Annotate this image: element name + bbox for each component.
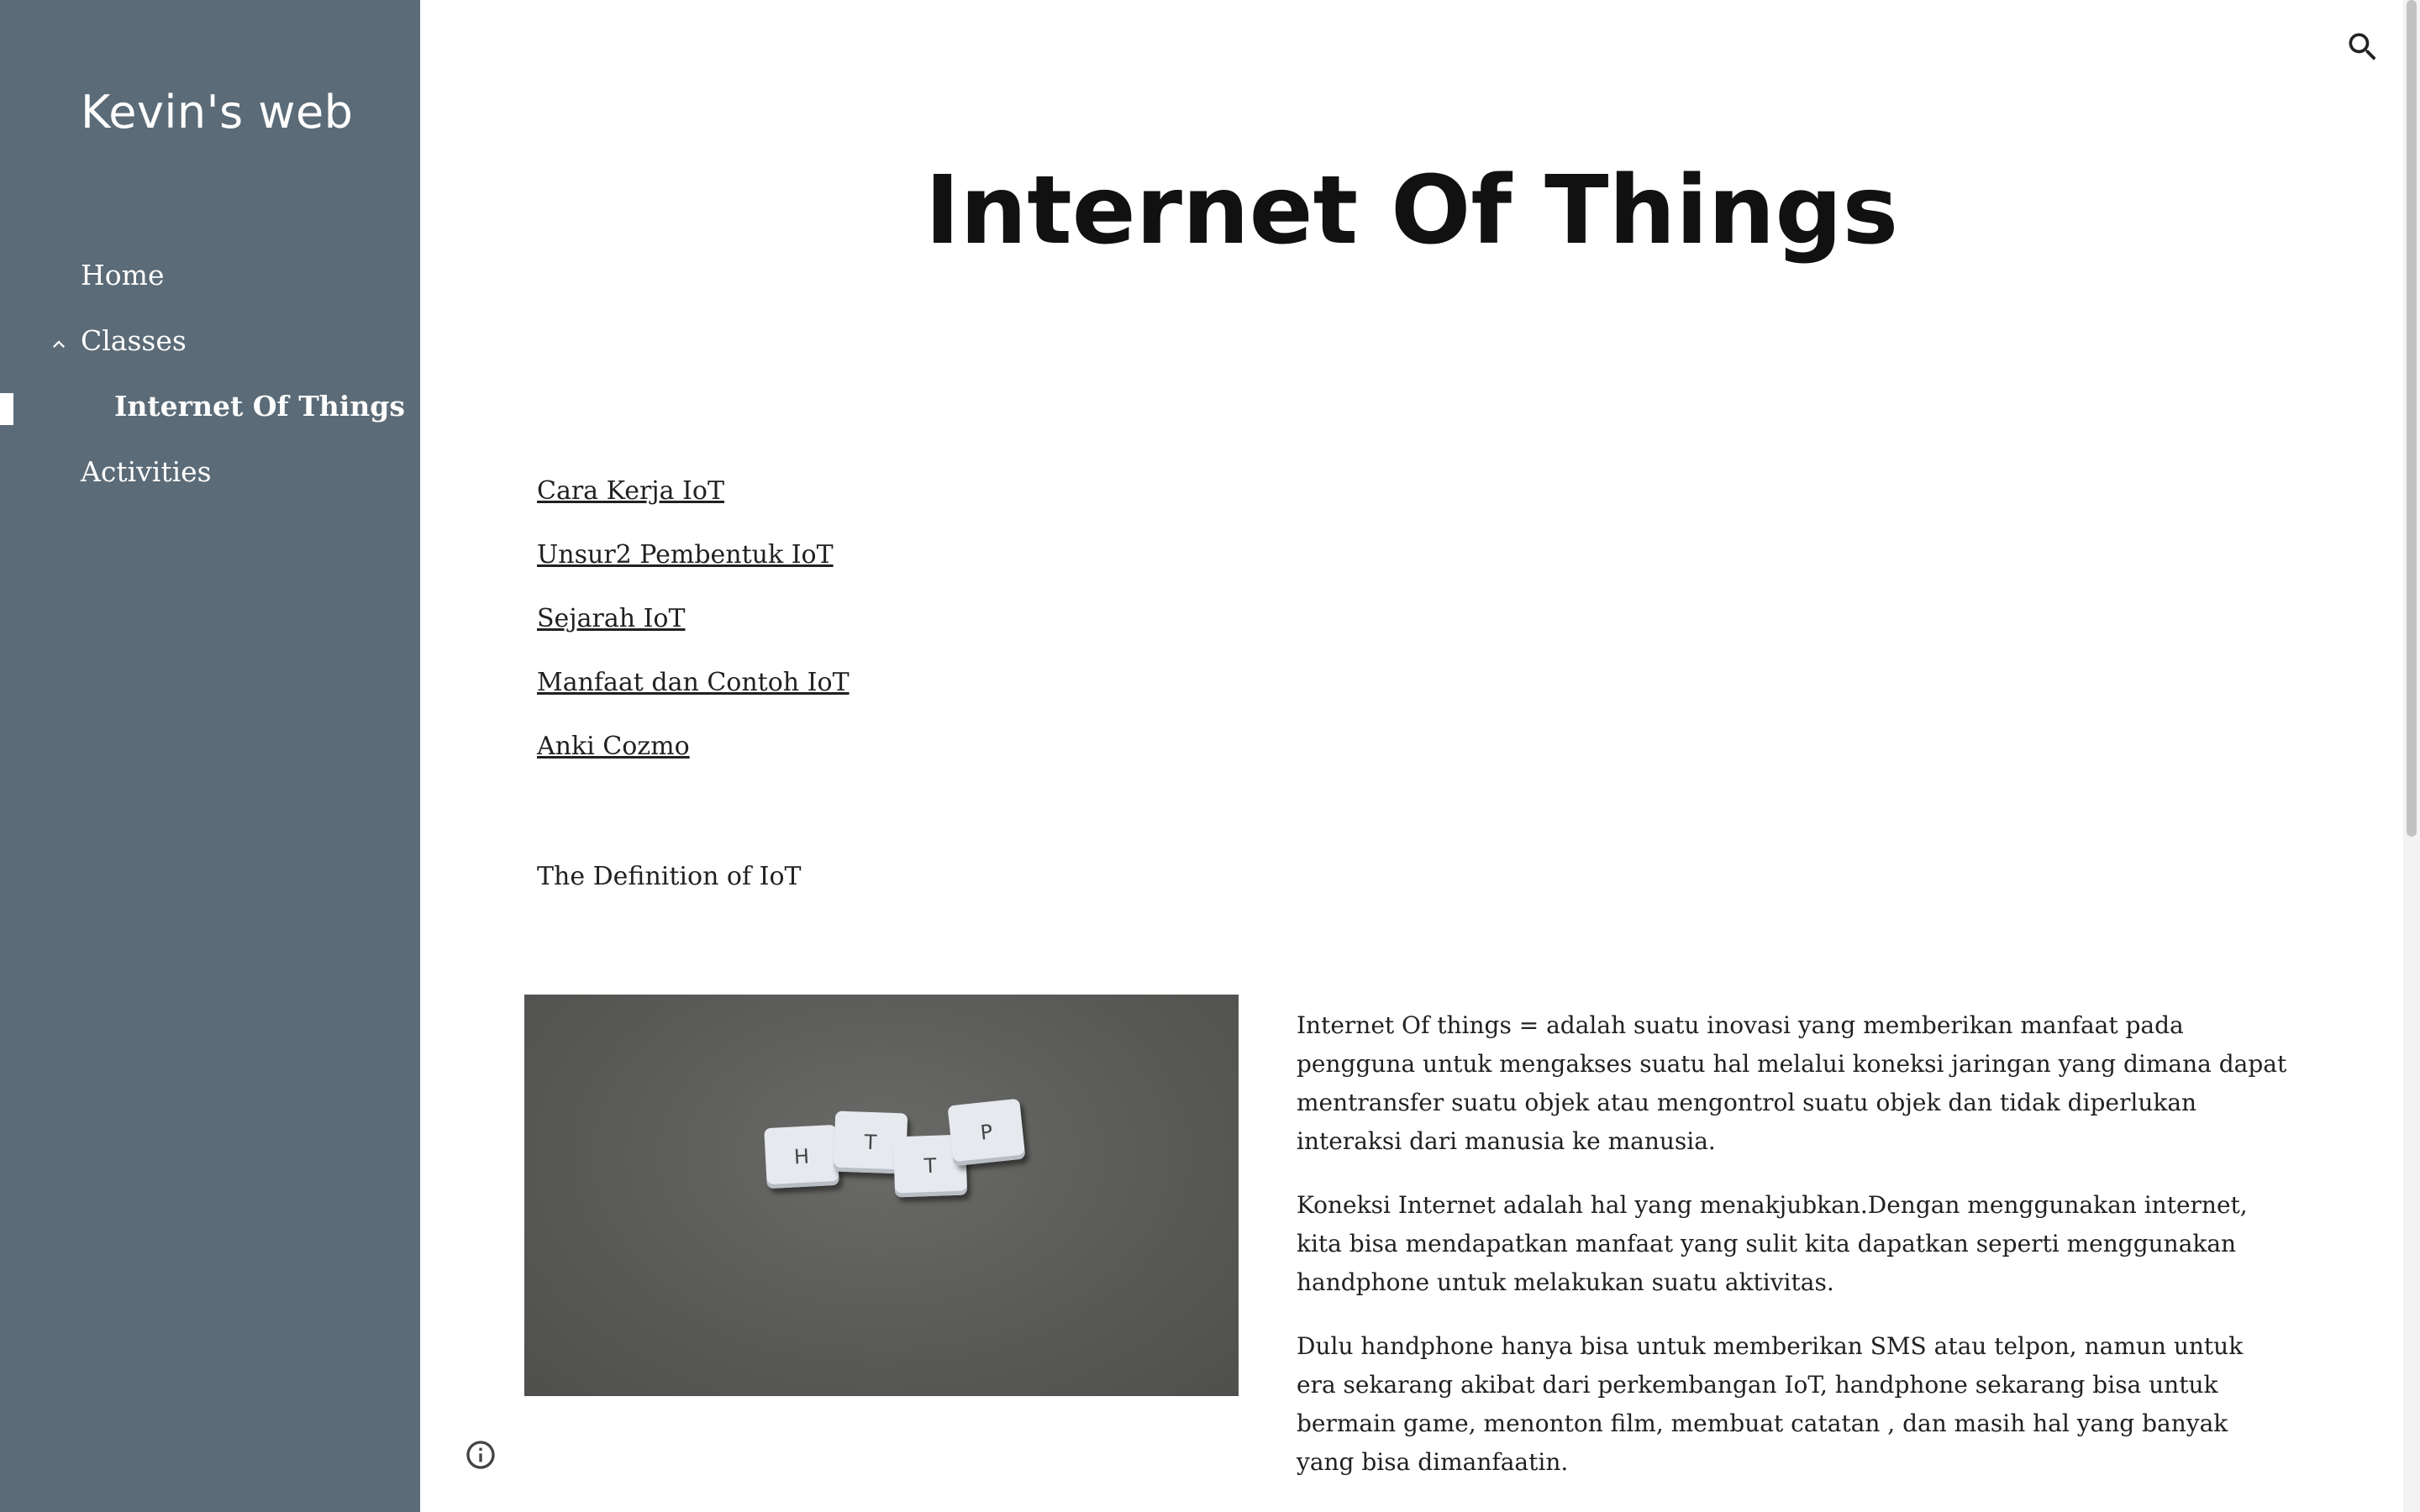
sidebar: Kevin's web Home Classes Internet Of Thi… xyxy=(0,0,420,1512)
tile-p: P xyxy=(947,1098,1026,1167)
search-icon[interactable] xyxy=(2344,29,2381,66)
tile-h: H xyxy=(764,1124,839,1189)
sidebar-item-internet-of-things[interactable]: Internet Of Things xyxy=(114,390,405,423)
info-icon[interactable] xyxy=(464,1438,497,1472)
paragraph-2: Koneksi Internet adalah hal yang menakju… xyxy=(1297,1191,2248,1296)
sidebar-item-activities[interactable]: Activities xyxy=(81,455,212,488)
site-title[interactable]: Kevin's web xyxy=(81,86,354,139)
article-body: Internet Of things = adalah suatu inovas… xyxy=(1297,1006,2288,1507)
link-cara-kerja-iot[interactable]: Cara Kerja IoT xyxy=(537,476,724,506)
link-unsur2-pembentuk-iot[interactable]: Unsur2 Pembentuk IoT xyxy=(537,540,834,570)
http-tiles-image: H T T P xyxy=(524,995,1239,1396)
chevron-up-icon[interactable] xyxy=(47,333,71,356)
section-link-list: Cara Kerja IoT Unsur2 Pembentuk IoT Seja… xyxy=(537,472,850,791)
sidebar-item-home[interactable]: Home xyxy=(81,259,165,291)
paragraph-3: Dulu handphone hanya bisa untuk memberik… xyxy=(1297,1332,2244,1476)
active-item-marker xyxy=(0,393,13,425)
link-anki-cozmo[interactable]: Anki Cozmo xyxy=(537,732,690,761)
definition-heading: The Definition of IoT xyxy=(537,862,802,891)
link-sejarah-iot[interactable]: Sejarah IoT xyxy=(537,604,686,633)
link-manfaat-dan-contoh-iot[interactable]: Manfaat dan Contoh IoT xyxy=(537,668,850,697)
page-title: Internet Of Things xyxy=(924,156,1899,265)
paragraph-1: Internet Of things = adalah suatu inovas… xyxy=(1297,1011,2287,1155)
sidebar-item-classes[interactable]: Classes xyxy=(81,324,187,357)
scrollbar-thumb[interactable] xyxy=(2407,0,2417,837)
